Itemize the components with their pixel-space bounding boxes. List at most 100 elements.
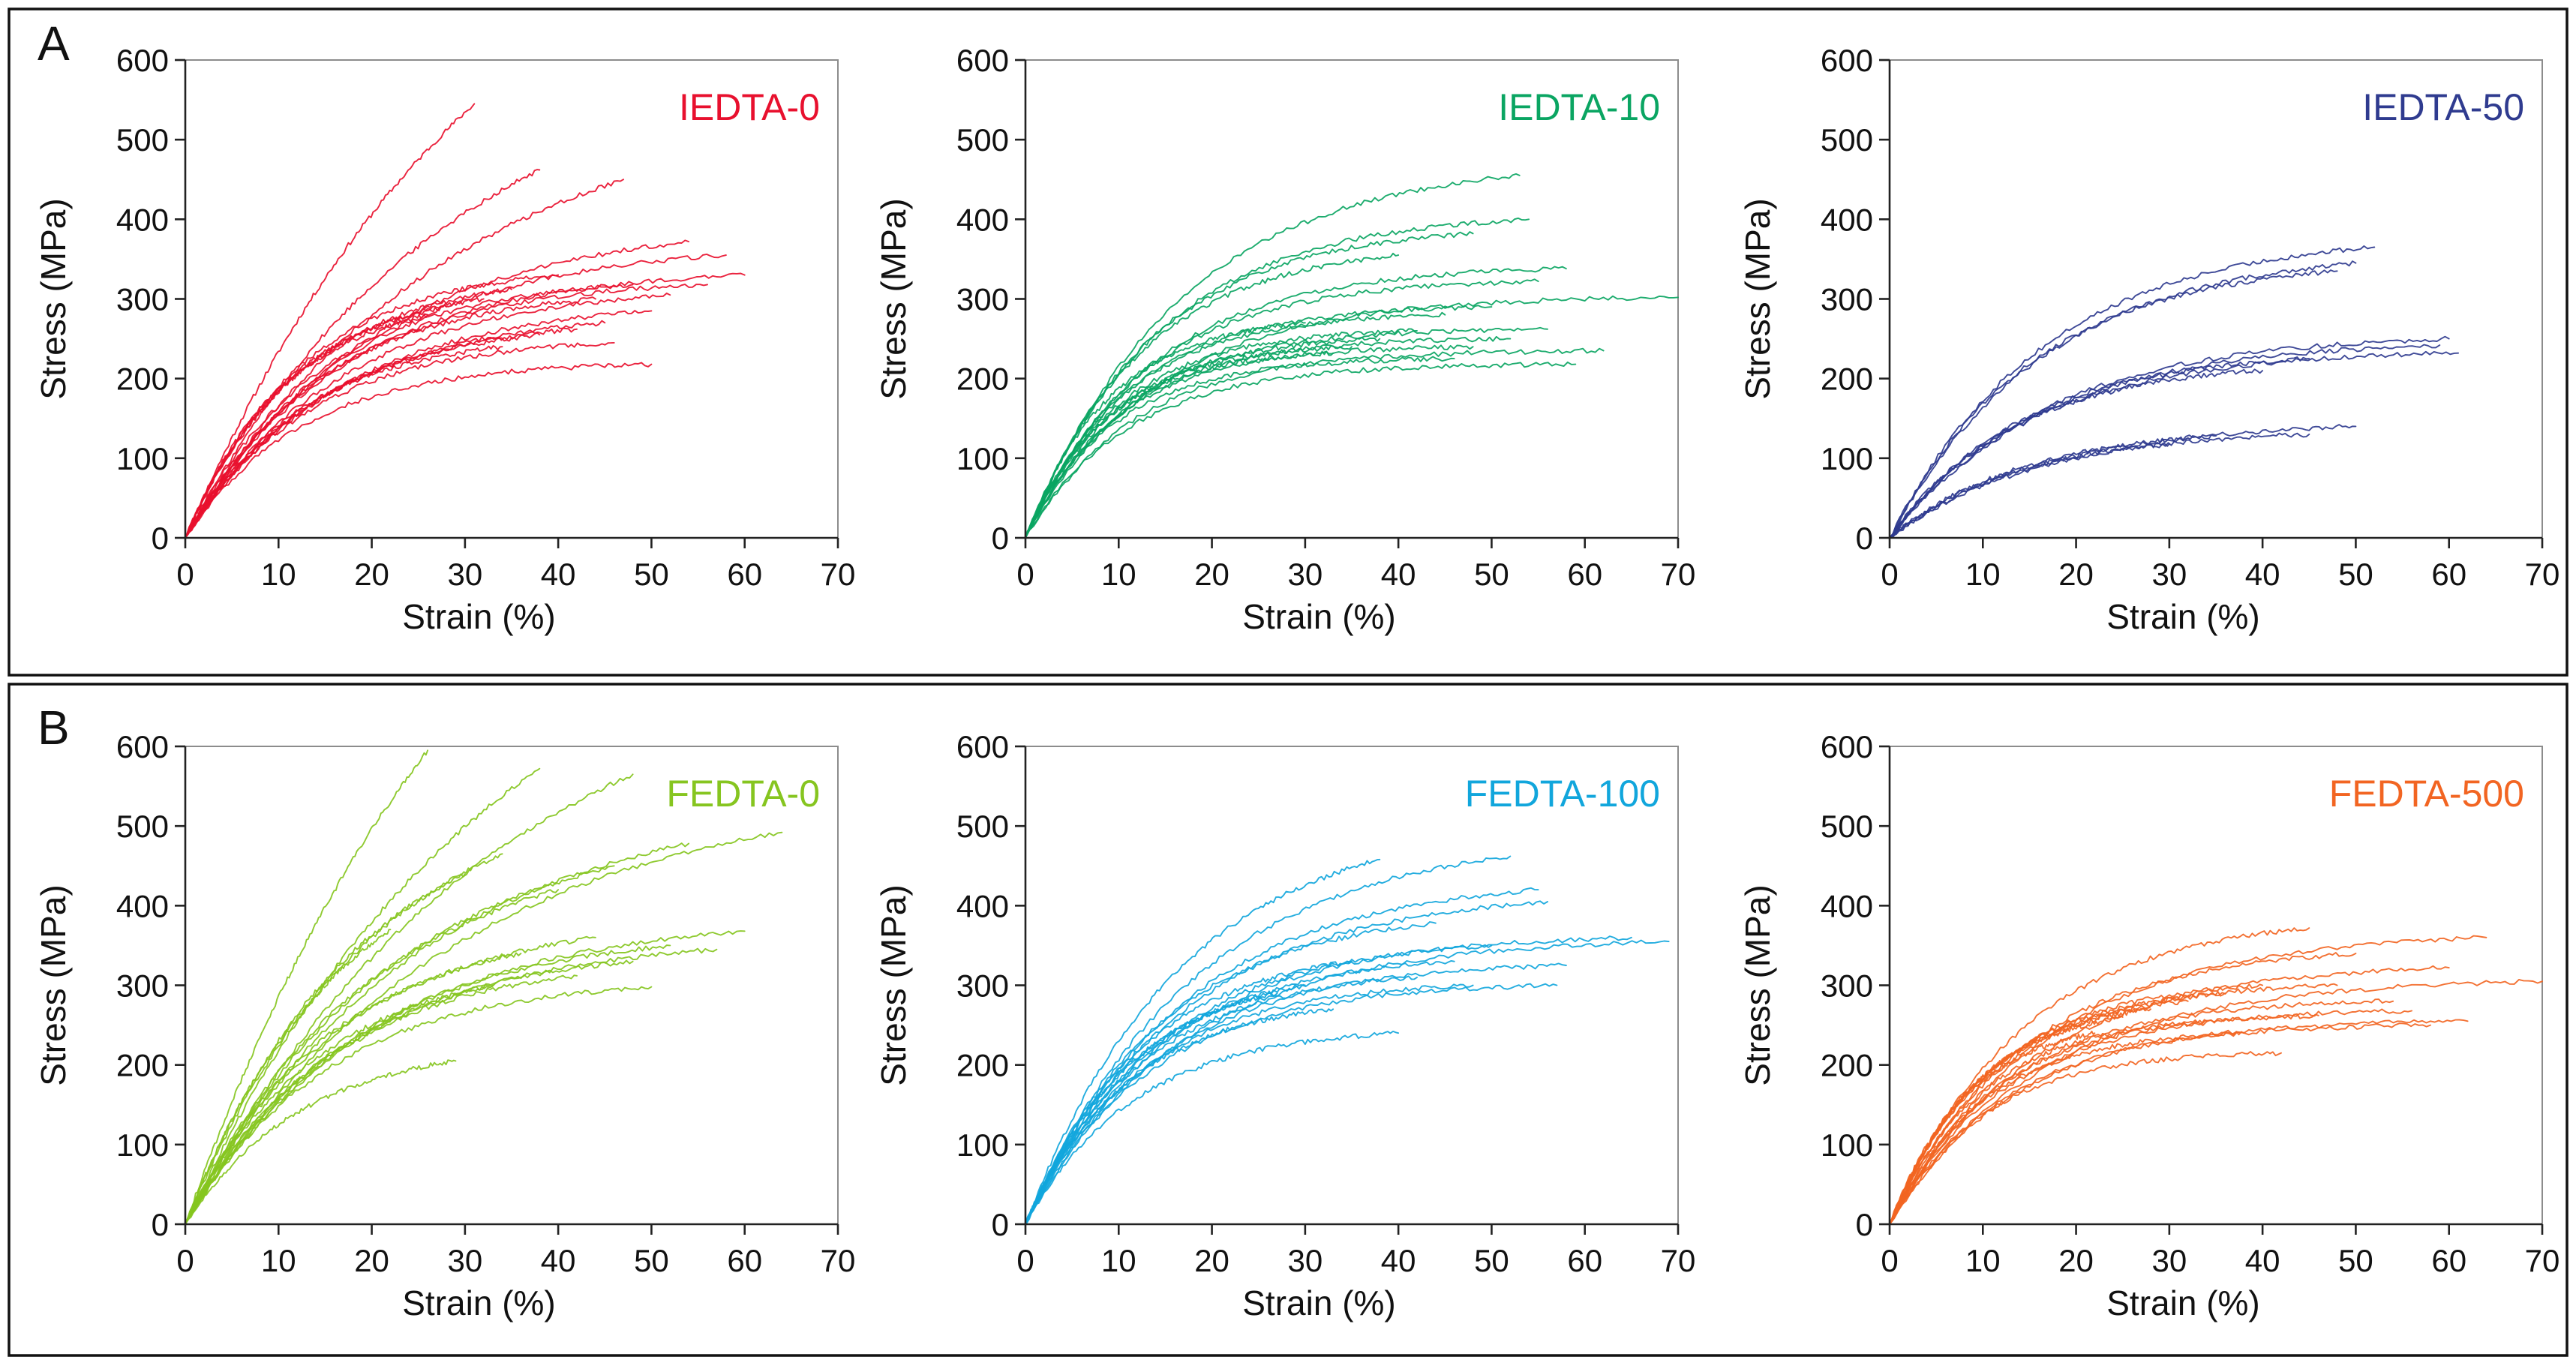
series-line xyxy=(1025,992,1278,1225)
series-line xyxy=(1025,252,1400,539)
series-line xyxy=(1889,335,2450,539)
legend-label: IEDTA-10 xyxy=(1498,86,1660,128)
series-line xyxy=(1025,858,1381,1225)
x-tick-label: 60 xyxy=(2431,557,2466,592)
x-tick-label: 30 xyxy=(447,557,482,592)
series-line xyxy=(1025,1008,1335,1225)
y-tick-label: 400 xyxy=(1821,202,1873,237)
series-line xyxy=(185,831,783,1225)
y-tick-label: 0 xyxy=(1856,521,1873,556)
series-group xyxy=(1025,173,1679,539)
series-line xyxy=(1889,368,2264,539)
y-tick-label: 200 xyxy=(116,1048,169,1083)
x-tick-label: 40 xyxy=(2245,557,2280,592)
x-tick-label: 0 xyxy=(176,1243,194,1278)
chart-iedta-0: 0 100 200 300 400 500 600 0 10 20 30 40 50 60 70 Strain… xyxy=(34,43,855,636)
x-tick-label: 50 xyxy=(2338,557,2373,592)
series-line xyxy=(1025,320,1306,539)
y-axis-title: Stress (MPa) xyxy=(1738,884,1777,1085)
series-line xyxy=(185,853,503,1225)
series-line xyxy=(1025,921,1437,1225)
x-tick-label: 0 xyxy=(1016,1243,1034,1278)
x-tick-label: 20 xyxy=(1194,1243,1229,1278)
series-line xyxy=(185,767,541,1225)
series-line xyxy=(1025,173,1521,539)
y-axis-title: Stress (MPa) xyxy=(34,198,73,399)
series-line xyxy=(185,341,615,539)
legend-label: FEDTA-0 xyxy=(666,773,820,815)
y-tick-label: 600 xyxy=(116,729,169,764)
series-line xyxy=(1889,432,2310,539)
x-tick-label: 70 xyxy=(2525,557,2560,592)
y-tick-label: 400 xyxy=(116,202,169,237)
chart-iedta-10: 0 100 200 300 400 500 600 0 10 20 30 40 50 60 70 Strain… xyxy=(874,43,1695,636)
series-line xyxy=(1889,344,2441,539)
series-line xyxy=(185,169,541,539)
series-line xyxy=(185,773,634,1225)
x-axis-title: Strain (%) xyxy=(2106,597,2259,636)
y-tick-label: 0 xyxy=(1856,1207,1873,1242)
series-group xyxy=(185,749,783,1225)
legend-label: IEDTA-50 xyxy=(2362,86,2524,128)
series-line xyxy=(1889,269,2338,539)
series-line xyxy=(1889,245,2376,539)
y-tick-label: 600 xyxy=(1821,43,1873,78)
y-tick-label: 500 xyxy=(956,809,1009,844)
series-line xyxy=(185,952,522,1225)
x-tick-label: 30 xyxy=(2151,557,2187,592)
x-tick-label: 60 xyxy=(727,557,762,592)
x-tick-label: 10 xyxy=(1101,1243,1136,1278)
series-line xyxy=(1025,311,1446,539)
series-line xyxy=(1889,434,2217,539)
series-line xyxy=(185,929,392,1225)
y-tick-label: 600 xyxy=(956,43,1009,78)
x-tick-label: 50 xyxy=(634,1243,669,1278)
series-line xyxy=(1889,1019,2208,1225)
series-line xyxy=(1025,350,1335,539)
plot-frame xyxy=(1890,59,2543,538)
series-line xyxy=(1889,927,2310,1225)
chart-fedta-0: 0 100 200 300 400 500 600 0 10 20 30 40 50 60 70 Strain… xyxy=(34,729,855,1322)
x-tick-label: 70 xyxy=(2525,1243,2560,1278)
x-axis-title: Strain (%) xyxy=(1242,597,1395,636)
series-line xyxy=(185,865,615,1225)
panel-frame-a xyxy=(8,8,2568,677)
x-tick-label: 20 xyxy=(2058,557,2094,592)
x-tick-label: 70 xyxy=(1661,557,1696,592)
x-axis-title: Strain (%) xyxy=(402,1283,555,1322)
y-tick-label: 0 xyxy=(992,521,1009,556)
x-tick-label: 40 xyxy=(541,557,576,592)
y-tick-label: 500 xyxy=(956,122,1009,158)
y-tick-label: 500 xyxy=(1821,122,1873,158)
series-line xyxy=(185,1059,457,1225)
x-axis-title: Strain (%) xyxy=(2106,1283,2259,1322)
series-line xyxy=(185,930,746,1225)
x-axis-title: Strain (%) xyxy=(1242,1283,1395,1322)
series-line xyxy=(1025,983,1558,1225)
series-line xyxy=(1889,1022,2431,1225)
y-tick-label: 100 xyxy=(1821,1127,1873,1163)
x-tick-label: 50 xyxy=(2338,1243,2373,1278)
y-tick-label: 100 xyxy=(956,1127,1009,1163)
series-line xyxy=(185,314,429,539)
series-line xyxy=(1889,1008,2412,1225)
y-tick-label: 300 xyxy=(116,282,169,317)
x-tick-label: 40 xyxy=(541,1243,576,1278)
series-line xyxy=(185,296,596,539)
series-line xyxy=(1889,1051,2282,1225)
x-tick-label: 30 xyxy=(1287,1243,1323,1278)
series-line xyxy=(185,986,653,1225)
chart-fedta-100: 0 100 200 300 400 500 600 0 10 20 30 40 50 60 70 Strain… xyxy=(874,729,1695,1322)
x-tick-label: 30 xyxy=(1287,557,1323,592)
plot-frame xyxy=(1025,746,1679,1224)
x-tick-label: 10 xyxy=(1101,557,1136,592)
series-line xyxy=(1025,361,1577,539)
y-tick-label: 200 xyxy=(956,362,1009,397)
series-group xyxy=(1889,927,2543,1225)
y-tick-label: 400 xyxy=(1821,888,1873,923)
y-tick-label: 200 xyxy=(956,1048,1009,1083)
y-axis-title: Stress (MPa) xyxy=(1738,198,1777,399)
x-tick-label: 20 xyxy=(1194,557,1229,592)
series-group xyxy=(1025,855,1670,1225)
